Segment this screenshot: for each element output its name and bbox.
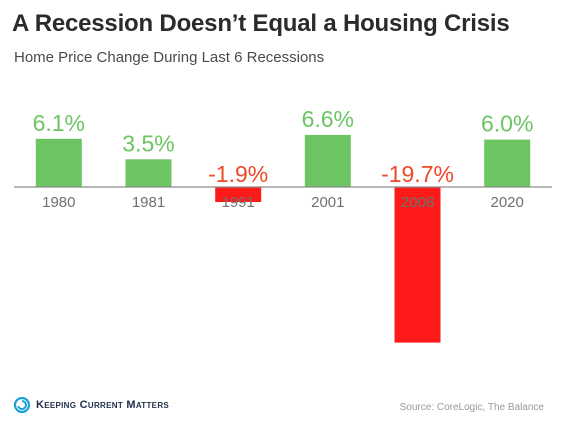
bar-2001 [304, 134, 351, 187]
x-tick-label: 1980 [42, 194, 75, 211]
x-tick-label: 2008 [401, 194, 434, 211]
x-tick-label: 1991 [222, 194, 255, 211]
x-tick-label: 1981 [132, 194, 165, 211]
value-label: 6.0% [481, 111, 533, 137]
bar-2020 [484, 139, 531, 187]
value-label: -19.7% [381, 161, 454, 187]
x-tick-label: 2001 [311, 194, 344, 211]
bar-1980 [35, 138, 82, 187]
value-label: 3.5% [122, 130, 174, 156]
bar-2008 [394, 187, 441, 343]
value-label: -1.9% [208, 161, 268, 187]
x-tick-label: 2020 [491, 194, 524, 211]
source-note: Source: CoreLogic, The Balance [399, 402, 544, 413]
brand-name: Keeping Current Matters [36, 399, 170, 411]
value-label: 6.6% [302, 106, 354, 132]
chart-subtitle: Home Price Change During Last 6 Recessio… [14, 49, 325, 66]
chart-title: A Recession Doesn’t Equal a Housing Cris… [12, 10, 510, 37]
brand-logo: Keeping Current Matters [14, 397, 169, 413]
bar-1991 [215, 187, 262, 202]
bar-1981 [125, 159, 172, 187]
value-label: 6.1% [33, 110, 85, 136]
kcm-swirl-icon [14, 397, 30, 413]
